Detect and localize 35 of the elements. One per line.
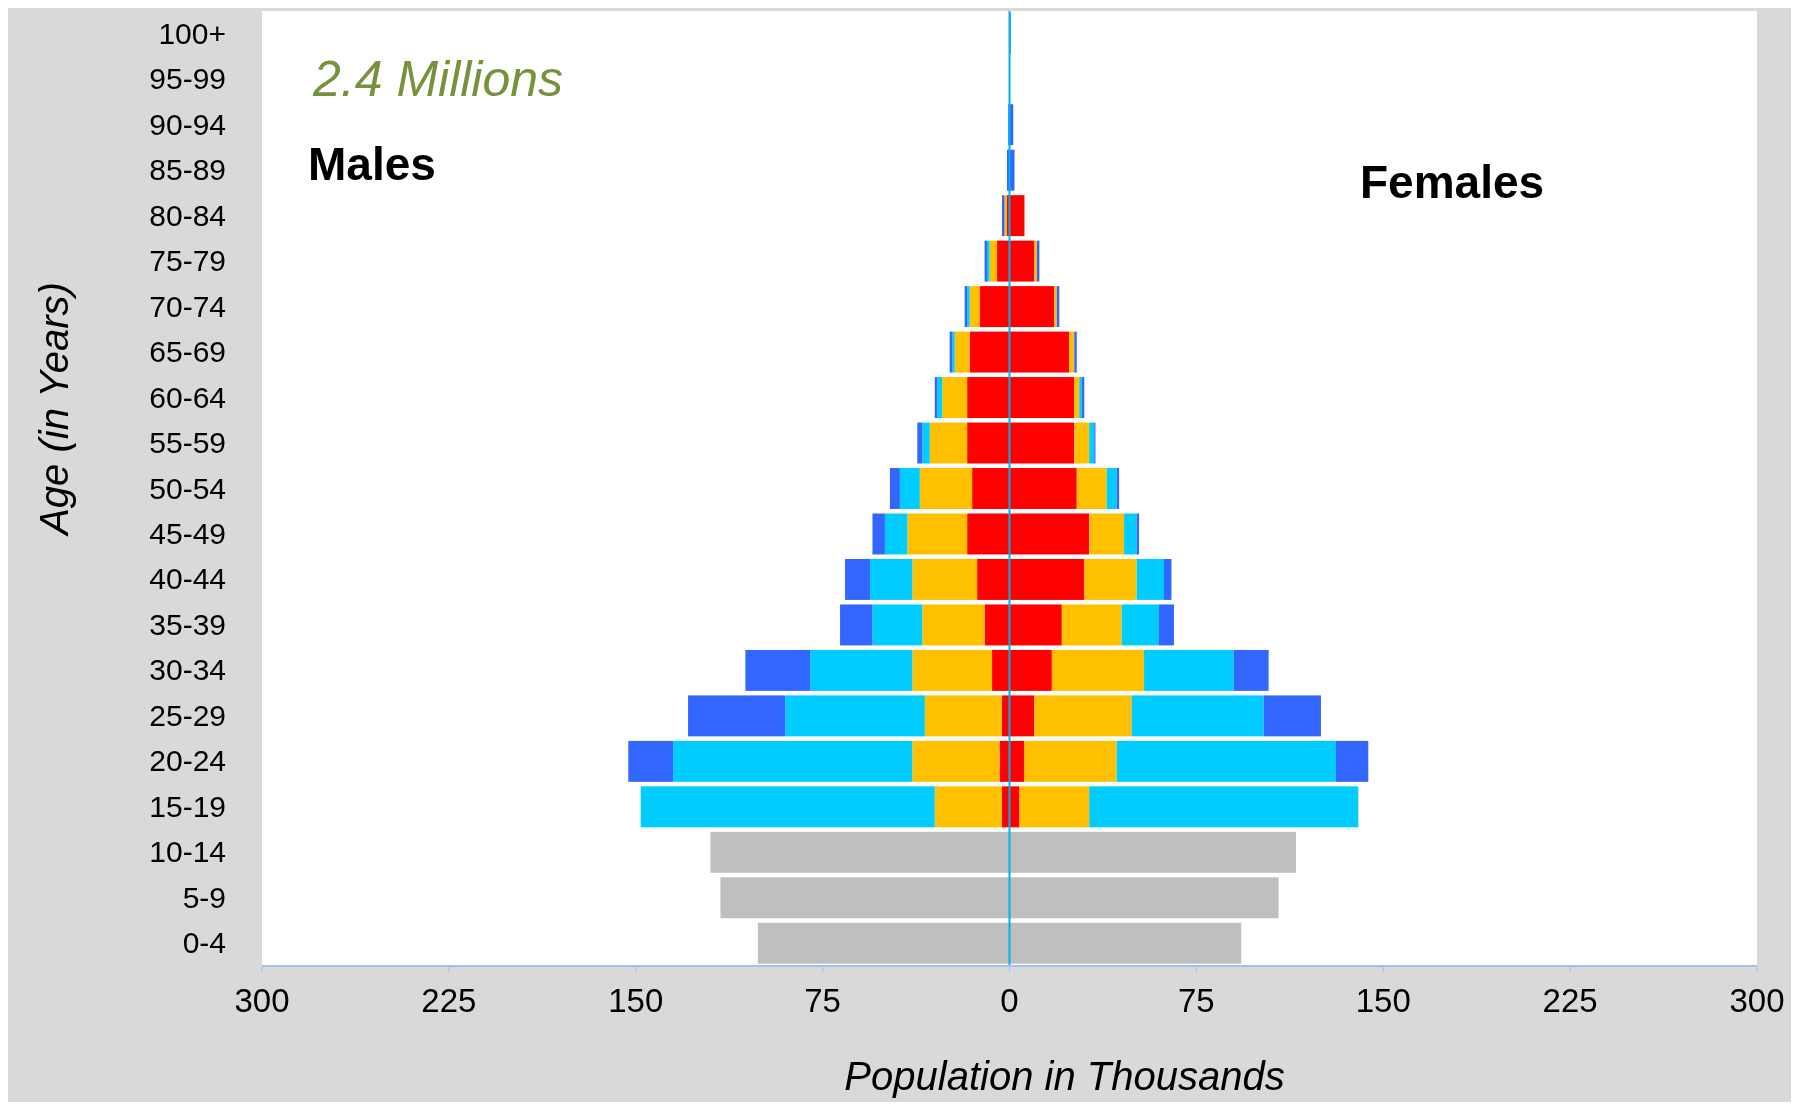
y-tick-label: 65-69 — [149, 335, 226, 369]
y-tick-label: 35-39 — [149, 607, 226, 641]
x-axis-title: Population in Thousands — [844, 1054, 1285, 1098]
x-tick-label: 300 — [1729, 982, 1785, 1019]
y-tick-label: 20-24 — [149, 744, 226, 778]
y-tick-label: 55-59 — [149, 426, 226, 460]
annotation: 2.4 Millions — [312, 51, 564, 107]
y-axis-title: Age (in Years) — [32, 282, 76, 537]
y-tick-label: 100+ — [158, 16, 226, 50]
y-tick-label: 45-49 — [149, 516, 226, 550]
annotation: Males — [308, 138, 436, 190]
y-tick-label: 60-64 — [149, 380, 226, 414]
y-tick-label: 75-79 — [149, 244, 226, 278]
y-tick-label: 0-4 — [182, 926, 226, 960]
y-tick-label: 70-74 — [149, 289, 226, 323]
y-tick-label: 10-14 — [149, 835, 226, 869]
y-tick-label: 25-29 — [149, 698, 226, 732]
y-tick-label: 80-84 — [149, 198, 226, 232]
y-tick-label: 50-54 — [149, 471, 226, 505]
x-tick-label: 300 — [234, 982, 290, 1019]
y-tick-label: 30-34 — [149, 653, 226, 687]
annotation: Females — [1360, 156, 1545, 208]
y-tick-label: 95-99 — [149, 62, 226, 96]
y-tick-label: 85-89 — [149, 153, 226, 187]
y-tick-label: 15-19 — [149, 789, 226, 823]
x-tick-label: 150 — [608, 982, 664, 1019]
x-tick-label: 75 — [804, 982, 841, 1019]
x-tick-label: 225 — [1542, 982, 1598, 1019]
x-tick-label: 0 — [1000, 982, 1019, 1019]
x-tick-label: 225 — [421, 982, 477, 1019]
y-tick-label: 90-94 — [149, 107, 226, 141]
x-tick-label: 150 — [1355, 982, 1411, 1019]
x-tick-label: 75 — [1178, 982, 1215, 1019]
y-tick-label: 40-44 — [149, 562, 226, 596]
y-tick-label: 5-9 — [182, 880, 226, 914]
